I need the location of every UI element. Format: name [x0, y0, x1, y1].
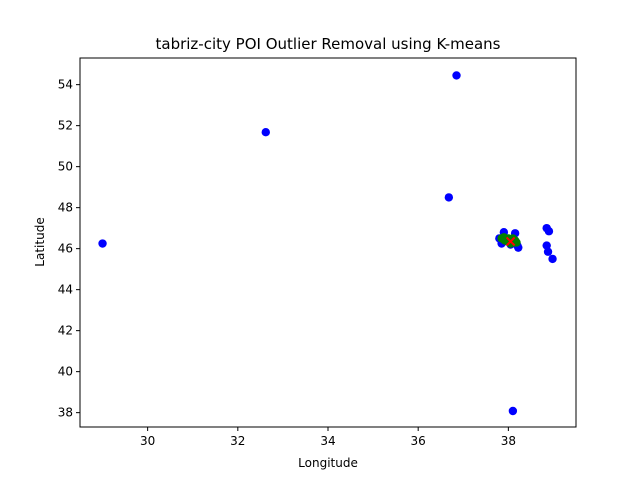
y-tick-label: 44	[58, 283, 73, 297]
y-tick-label: 42	[58, 324, 73, 338]
y-tick-label: 40	[58, 365, 73, 379]
data-point	[444, 193, 454, 202]
y-tick-label: 54	[58, 78, 73, 92]
y-tick-label: 38	[58, 406, 73, 420]
centroid-stroke	[505, 236, 516, 247]
x-axis-label: Longitude	[298, 456, 358, 470]
x-tick-label: 38	[501, 434, 516, 448]
centroid-marker	[505, 236, 516, 247]
data-point	[452, 71, 461, 80]
x-tick-label: 36	[411, 434, 426, 448]
y-tick-label: 48	[58, 201, 73, 215]
plot-area	[98, 71, 557, 416]
data-point	[543, 247, 553, 256]
chart-title: tabriz-city POI Outlier Removal using K-…	[156, 35, 501, 53]
data-point	[544, 227, 554, 236]
x-axis-ticks: 30 32 34 36 38	[140, 427, 516, 448]
y-tick-label: 46	[58, 242, 73, 256]
x-tick-label: 34	[320, 434, 335, 448]
data-point	[508, 406, 518, 416]
x-tick-label: 30	[140, 434, 155, 448]
data-point	[261, 128, 270, 137]
y-tick-label: 52	[58, 119, 73, 133]
data-point	[98, 239, 107, 248]
y-tick-label: 50	[58, 160, 73, 174]
y-axis-ticks: 38 40 42 44 46 48 50 52 54	[58, 78, 80, 420]
x-tick-label: 32	[230, 434, 245, 448]
y-axis-label: Latitude	[33, 217, 47, 266]
data-point	[548, 254, 557, 264]
